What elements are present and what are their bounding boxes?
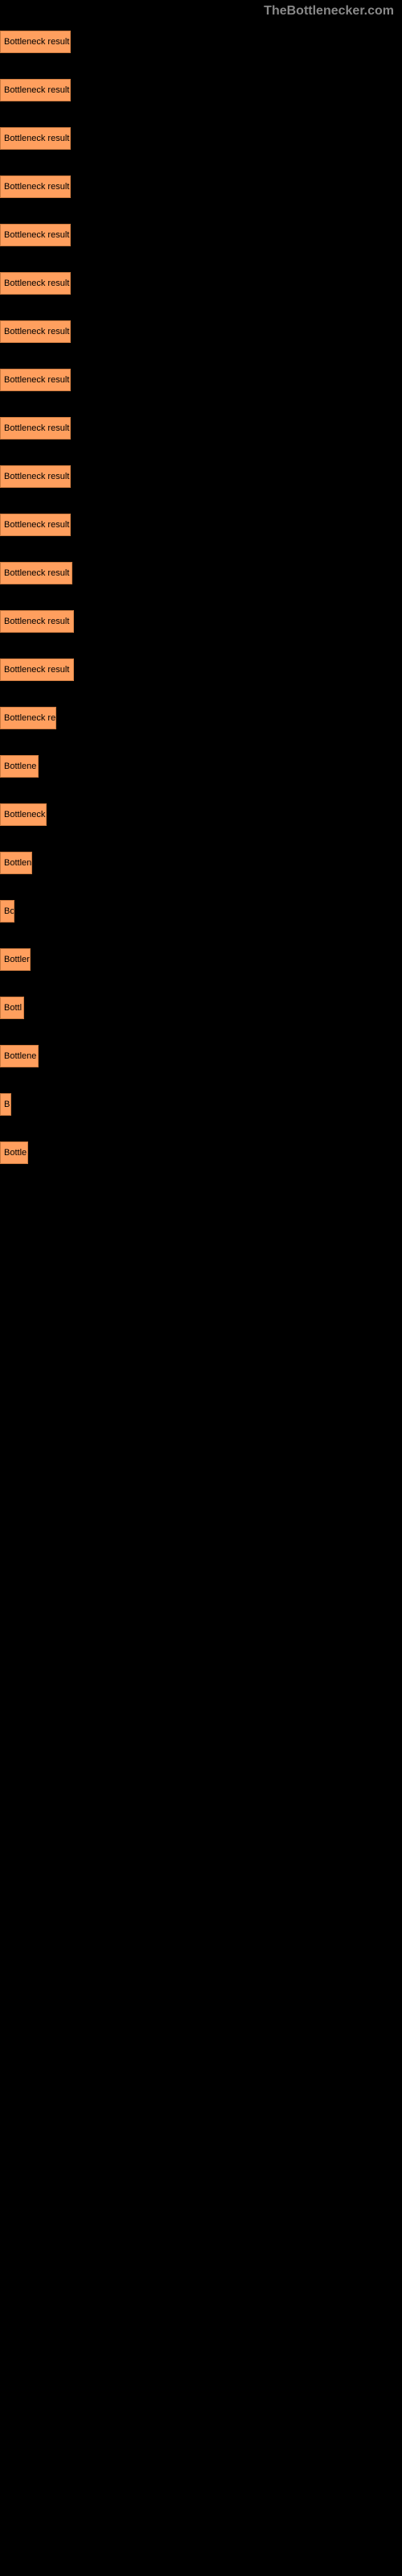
bar: Bottlene	[0, 755, 39, 778]
bar-row: Bottle	[0, 1141, 402, 1164]
chart-container: Bottleneck result Bottleneck result Bottle…	[0, 23, 402, 1198]
bar: Bottleneck result	[0, 658, 74, 681]
bar-row: B	[0, 1093, 402, 1116]
bar-label: Bottleneck result	[4, 617, 69, 626]
bar-row: Bottleneck result	[0, 465, 402, 488]
bar: B	[0, 1093, 11, 1116]
bar: Bottleneck result	[0, 272, 71, 295]
bar-row: Bottleneck result	[0, 369, 402, 391]
bar: Bottleneck result	[0, 514, 71, 536]
bar: Bottler	[0, 948, 31, 971]
site-name: TheBottlenecker.com	[264, 4, 394, 18]
bar-row: Bottleneck result	[0, 514, 402, 536]
bar-row: Bottleneck result	[0, 562, 402, 584]
bar: Bottleneck result	[0, 224, 71, 246]
bar: Bottleneck	[0, 803, 47, 826]
bar-row: Bottleneck result	[0, 272, 402, 295]
bar-row: Bottleneck result	[0, 31, 402, 53]
bar-label: Bottleneck result	[4, 230, 69, 240]
bar-label: Bottleneck result	[4, 279, 69, 288]
bar-row: Bottleneck result	[0, 610, 402, 633]
bar: Bottleneck result	[0, 369, 71, 391]
bar: Bottleneck result	[0, 417, 71, 440]
bar: Bottleneck result	[0, 610, 74, 633]
bar-label: Bottleneck result	[4, 85, 69, 95]
bar: Bottlene	[0, 1045, 39, 1067]
bar-label: Bo	[4, 906, 14, 916]
bar-label: Bottleneck result	[4, 134, 69, 143]
bar: Bottleneck result	[0, 562, 72, 584]
bar-label: B	[4, 1100, 10, 1109]
bar-label: Bottleneck result	[4, 665, 69, 675]
bar: Bottleneck result	[0, 127, 71, 150]
bar: Bo	[0, 900, 14, 923]
bar-label: Bottleneck result	[4, 568, 69, 578]
bar-row: Bottler	[0, 948, 402, 971]
bar-label: Bottleneck result	[4, 375, 69, 385]
bar-label: Bottlene	[4, 762, 36, 771]
bar-label: Bottleneck result	[4, 423, 69, 433]
bar-row: Bottleneck re	[0, 707, 402, 729]
bar-row: Bottleneck result	[0, 175, 402, 198]
bar-row: Bottlene	[0, 755, 402, 778]
bar: Bottleneck result	[0, 175, 71, 198]
bar-label: Bottleneck	[4, 810, 45, 819]
header: TheBottlenecker.com	[0, 0, 402, 23]
bar-label: Bottle	[4, 1148, 27, 1158]
bar-row: Bottlene	[0, 1045, 402, 1067]
bar-row: Bo	[0, 900, 402, 923]
bar-row: Bottleneck result	[0, 417, 402, 440]
bar-label: Bottleneck result	[4, 182, 69, 192]
bar: Bottlen	[0, 852, 32, 874]
bar-label: Bottlen	[4, 858, 31, 868]
bar-row: Bottleneck result	[0, 658, 402, 681]
bar-row: Bottleneck result	[0, 79, 402, 101]
bar-label: Bottleneck result	[4, 327, 69, 336]
bar-label: Bottleneck result	[4, 520, 69, 530]
bar: Bottleneck result	[0, 79, 71, 101]
bar: Bottleneck result	[0, 320, 71, 343]
bar-label: Bottleneck re	[4, 713, 55, 723]
bar-row: Bottlen	[0, 852, 402, 874]
bar-row: Bottleneck result	[0, 224, 402, 246]
bar-label: Bottler	[4, 955, 30, 964]
bar-label: Bottlene	[4, 1051, 36, 1061]
bar-row: Bottl	[0, 997, 402, 1019]
bar-row: Bottleneck result	[0, 320, 402, 343]
bar: Bottle	[0, 1141, 28, 1164]
bar-row: Bottleneck	[0, 803, 402, 826]
bar-label: Bottleneck result	[4, 37, 69, 47]
bar: Bottleneck re	[0, 707, 56, 729]
bar-label: Bottl	[4, 1003, 22, 1013]
bar: Bottl	[0, 997, 24, 1019]
bar: Bottleneck result	[0, 31, 71, 53]
bar-row: Bottleneck result	[0, 127, 402, 150]
bar-label: Bottleneck result	[4, 472, 69, 481]
bar: Bottleneck result	[0, 465, 71, 488]
